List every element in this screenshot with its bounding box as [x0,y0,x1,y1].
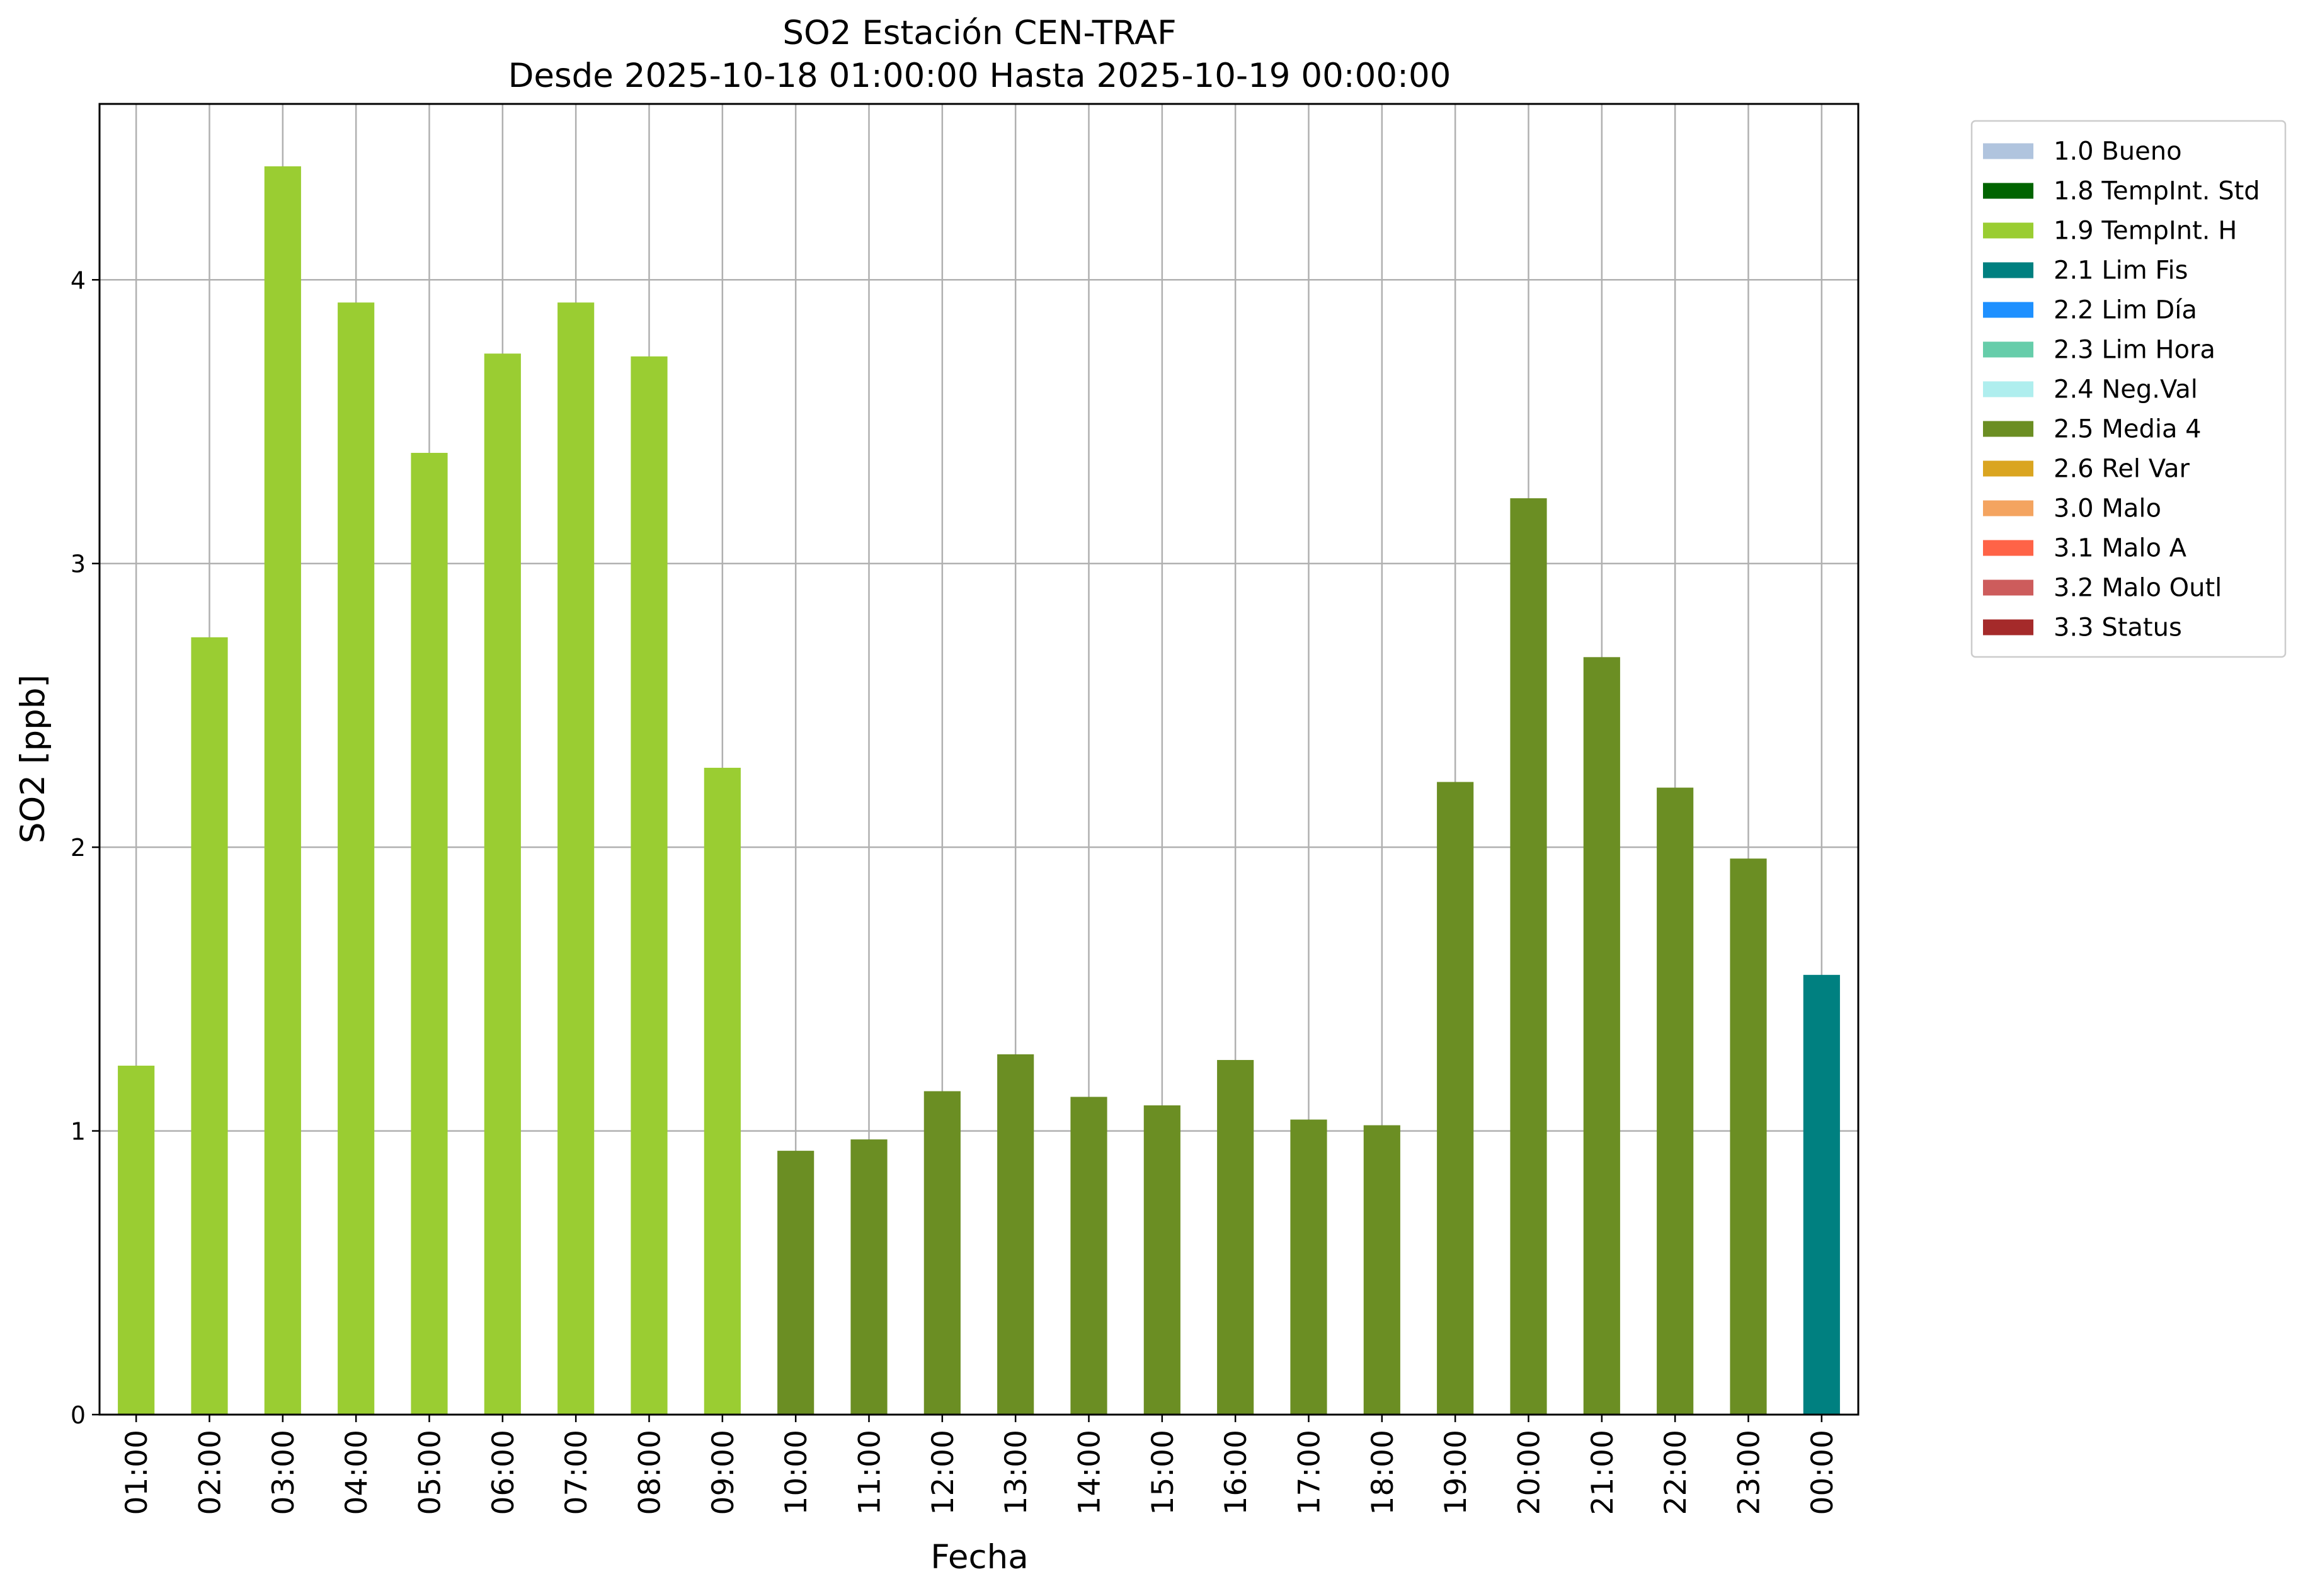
legend-label: 1.8 TempInt. Std [2054,177,2260,206]
legend-label: 2.3 Lim Hora [2054,336,2215,365]
legend-label: 2.6 Rel Var [2054,455,2190,484]
bar-1400 [1070,1097,1107,1415]
bar-0600 [484,353,521,1415]
x-tick-label: 01:00 [120,1430,154,1515]
y-axis: 0 1 2 3 4 [71,266,100,1429]
x-tick-label: 03:00 [266,1430,301,1515]
x-tick-label: 17:00 [1293,1430,1327,1515]
legend-swatch [1983,183,2033,199]
x-tick-label: 13:00 [999,1430,1034,1515]
legend-label: 2.2 Lim Día [2054,296,2197,325]
x-tick-label: 10:00 [779,1430,814,1515]
y-tick-label: 4 [71,266,86,294]
bar-2000 [1510,498,1547,1415]
bar-0400 [338,302,375,1415]
x-tick-label: 18:00 [1366,1430,1400,1515]
x-tick-label: 15:00 [1146,1430,1180,1515]
legend-swatch [1983,262,2033,278]
legend-swatch [1983,143,2033,159]
x-tick-label: 05:00 [413,1430,448,1515]
x-axis: 01:00 02:00 03:00 04:00 05:00 06:00 07:00 08:00… [120,1415,1840,1515]
bar-1500 [1143,1105,1180,1415]
legend-swatch [1983,460,2033,477]
x-tick-label: 04:00 [340,1430,374,1515]
legend-label: 2.4 Neg.Val [2054,375,2198,404]
bar-0000 [1803,974,1840,1415]
x-tick-label: 20:00 [1512,1430,1547,1515]
x-tick-label: 06:00 [486,1430,521,1515]
legend-label: 2.1 Lim Fis [2054,256,2188,285]
bar-0200 [191,637,228,1415]
legend-swatch [1983,341,2033,358]
legend-swatch [1983,421,2033,437]
bar-1300 [997,1054,1034,1415]
legend-label: 3.3 Status [2054,613,2182,642]
y-tick-label: 3 [71,550,86,578]
bar-1800 [1363,1125,1400,1415]
legend-label: 3.2 Malo Outl [2054,574,2222,603]
x-tick-label: 11:00 [853,1430,888,1515]
x-tick-label: 21:00 [1586,1430,1620,1515]
bar-2100 [1583,657,1620,1415]
legend-swatch [1983,619,2033,636]
legend-label: 3.1 Malo A [2054,534,2187,563]
x-tick-label: 22:00 [1659,1430,1693,1515]
bar-1000 [777,1151,814,1415]
bars [118,166,1840,1415]
y-tick-label: 0 [71,1401,86,1429]
x-tick-label: 00:00 [1805,1430,1840,1515]
bar-1700 [1290,1119,1327,1415]
legend-swatch [1983,302,2033,318]
bar-0500 [411,453,448,1415]
plot-frame [98,103,1860,1416]
bar-1900 [1437,782,1474,1415]
x-axis-label: Fecha [930,1538,1028,1576]
bar-0300 [264,166,301,1415]
x-tick-label: 16:00 [1219,1430,1254,1515]
x-tick-label: 12:00 [926,1430,961,1515]
legend-swatch [1983,500,2033,516]
bar-1200 [923,1091,961,1415]
legend-swatch [1983,381,2033,397]
legend-swatch [1983,540,2033,556]
bar-2200 [1657,787,1694,1415]
legend-label: 2.5 Media 4 [2054,415,2202,444]
legend-label: 3.0 Malo [2054,494,2161,523]
x-tick-label: 08:00 [633,1430,668,1515]
x-tick-label: 09:00 [706,1430,741,1515]
x-tick-label: 19:00 [1439,1430,1473,1515]
bar-0700 [557,302,595,1415]
bar-0800 [631,356,668,1415]
legend-swatch [1983,579,2033,596]
y-tick-label: 2 [71,834,86,862]
legend-label: 1.9 TempInt. H [2054,217,2237,246]
y-tick-label: 1 [71,1118,86,1146]
legend-label: 1.0 Bueno [2054,137,2182,166]
legend: 1.0 Bueno 1.8 TempInt. Std 1.9 TempInt. H 2… [1970,120,2287,658]
x-tick-label: 14:00 [1073,1430,1107,1515]
bar-0900 [704,768,741,1415]
x-tick-label: 02:00 [193,1430,228,1515]
bar-2300 [1730,858,1767,1415]
bar-1100 [850,1139,888,1415]
x-tick-label: 07:00 [559,1430,594,1515]
chart-title-line2: Desde 2025-10-18 01:00:00 Hasta 2025-10-… [508,57,1451,95]
x-tick-label: 23:00 [1732,1430,1767,1515]
chart-title-line1: SO2 Estación CEN-TRAF [782,14,1176,52]
bar-0100 [118,1065,155,1415]
bar-1600 [1217,1059,1254,1415]
legend-box [1970,120,2287,658]
y-axis-label: SO2 [ppb] [14,675,52,843]
legend-swatch [1983,222,2033,239]
